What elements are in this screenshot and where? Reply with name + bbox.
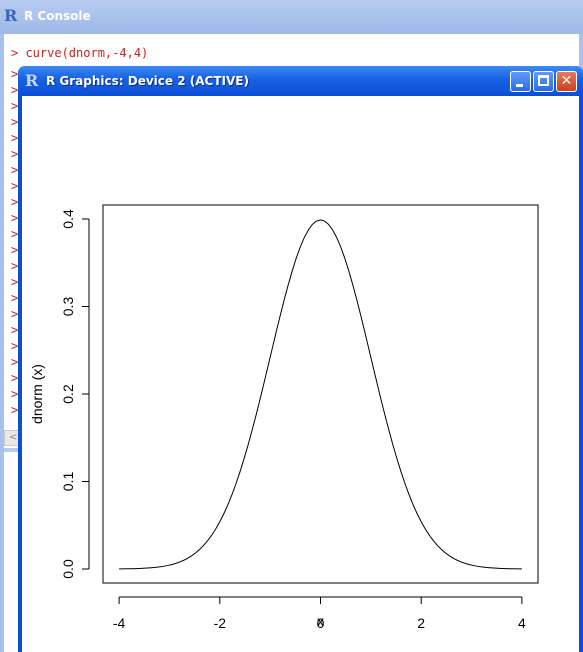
close-button[interactable]: ✕ [556, 71, 577, 92]
y-tick-label: 0.3 [60, 297, 76, 317]
plot-frame [102, 204, 539, 584]
r-logo-icon: R [4, 6, 18, 25]
console-prompt: > [11, 179, 19, 193]
console-prompt: > [11, 339, 19, 353]
console-prompt: > [11, 227, 19, 241]
console-prompt: > [11, 163, 19, 177]
minimize-button[interactable] [510, 71, 531, 92]
y-tick-label: 0.1 [60, 472, 76, 492]
maximize-button[interactable] [533, 71, 554, 92]
console-prompt: > [11, 323, 19, 337]
x-tick-label: -2 [214, 615, 227, 631]
x-axis: -4 -2 0 2 4 [113, 596, 526, 631]
console-prompt: > [11, 355, 19, 369]
console-prompt: > [11, 307, 19, 321]
console-status-strip [4, 448, 22, 452]
console-titlebar[interactable]: R R Console [0, 0, 583, 34]
console-prompt: > [11, 259, 19, 273]
y-axis-label: dnorm (x) [29, 364, 45, 424]
console-prompt: > [11, 291, 19, 305]
console-prompt: > [11, 83, 19, 97]
console-prompt: > [11, 275, 19, 289]
dnorm-curve-plot: -4 -2 0 2 4 0.0 0.1 0.2 0.3 0.4 x dnorm (x) [29, 204, 539, 631]
graphics-canvas: -4 -2 0 2 4 0.0 0.1 0.2 0.3 0.4 x dnorm (x) [22, 96, 579, 652]
console-prompt: > [11, 67, 19, 81]
console-prompt: > [11, 387, 19, 401]
console-left-border [0, 34, 4, 652]
y-axis: 0.0 0.1 0.2 0.3 0.4 [60, 209, 90, 579]
r-graphics-window: R R Graphics: Device 2 (ACTIVE) ✕ -4 -2 0 2… [18, 66, 583, 652]
x-tick-label: 4 [518, 615, 526, 631]
console-prompt-list: > > > > > > > > > > > > > > > > > > > > > > [11, 66, 21, 418]
console-command-line[interactable]: > curve(dnorm,-4,4) [11, 46, 149, 60]
console-title: R Console [24, 9, 91, 23]
graphics-title: R Graphics: Device 2 (ACTIVE) [46, 74, 249, 88]
console-prompt: > [11, 211, 19, 225]
console-prompt: > [11, 131, 19, 145]
console-prompt: > [11, 243, 19, 257]
x-tick-label: 0 [317, 615, 325, 631]
y-tick-label: 0.4 [60, 209, 76, 229]
x-axis-label: x [317, 613, 324, 629]
console-prompt: > [11, 115, 19, 129]
close-icon: ✕ [560, 73, 573, 89]
console-prompt: > [11, 147, 19, 161]
console-prompt: > [11, 403, 19, 417]
minimize-icon [516, 84, 523, 87]
chevron-left-icon: < [9, 432, 18, 443]
console-prompt: > [11, 99, 19, 113]
console-prompt: > [11, 195, 19, 209]
density-curve-line [119, 219, 522, 570]
x-tick-label: 2 [417, 615, 425, 631]
graphics-titlebar[interactable]: R R Graphics: Device 2 (ACTIVE) ✕ [18, 66, 583, 96]
y-tick-label: 0.0 [60, 559, 76, 579]
x-tick-label: -4 [113, 615, 126, 631]
console-prompt: > [11, 371, 19, 385]
maximize-icon [538, 75, 549, 86]
r-logo-icon: R [25, 71, 39, 90]
y-tick-label: 0.2 [60, 384, 76, 404]
